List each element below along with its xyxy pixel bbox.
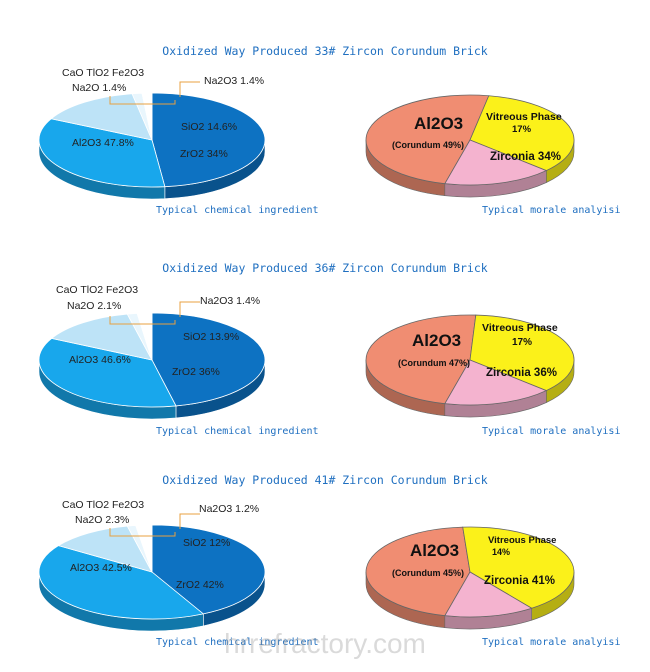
chart-section-1: CaO TlO2 Fe2O3 Na2O 1.4% Na2O3 1.4% Al2O…: [38, 67, 575, 200]
label-vitreous-2: Vitreous Phase: [482, 322, 558, 334]
callout-line-cao: [109, 528, 176, 537]
label-vitreous-pct-1: 17%: [512, 124, 532, 135]
chart-section-2: CaO TlO2 Fe2O3 Na2O 2.1% Na2O3 1.4% Al2O…: [38, 284, 575, 420]
chem-slice-cao-tlo2-fe2o3-na2o: [141, 92, 153, 141]
label-al2o3-2: Al2O3 46.6%: [69, 354, 131, 366]
label-vitreous-3: Vitreous Phase: [488, 535, 556, 546]
min-slice-vitreous-phase: [444, 571, 533, 618]
mineral-pie-3: [365, 526, 575, 630]
callout-na2o3-1: Na2O3 1.4%: [204, 75, 264, 87]
label-vitreous-1: Vitreous Phase: [486, 111, 562, 123]
watermark: hrrefractory.com: [224, 628, 426, 659]
min-slice-zirconia: [469, 314, 575, 392]
callout-line-cao: [109, 96, 176, 105]
callout-line-na2o3: [179, 81, 200, 97]
chem-slice-cao-tlo2-fe2o3-na2o: [136, 312, 153, 361]
label-vitreous-pct-2: 17%: [512, 337, 532, 348]
label-al2o3-3: Al2O3 42.5%: [70, 562, 132, 574]
caption-chemical-2: Typical chemical ingredient: [156, 426, 319, 437]
chart-title-3: Oxidized Way Produced 41# Zircon Corundu…: [162, 473, 488, 487]
caption-morale-1: Typical morale analyisi: [482, 205, 621, 216]
chem-slice-al2o3: [151, 312, 266, 407]
chem-slice-al2o3: [151, 524, 266, 615]
label-corundum-1: (Corundum 49%): [392, 140, 464, 150]
caption-chemical-1: Typical chemical ingredient: [156, 205, 319, 216]
chem-slice-zro2: [38, 118, 166, 188]
callout-cao-1: CaO TlO2 Fe2O3: [62, 67, 144, 79]
label-zirconia-2: Zirconia 36%: [486, 367, 557, 379]
caption-morale-3: Typical morale analyisi: [482, 637, 621, 648]
label-sio2-2: SiO2 13.9%: [183, 331, 239, 343]
chem-slice-cao-tlo2-fe2o3-na2o: [135, 524, 153, 573]
chart-title-1: Oxidized Way Produced 33# Zircon Corundu…: [162, 44, 488, 58]
min-slice-vitreous-phase: [444, 139, 548, 186]
min-slice-corundum: [365, 94, 490, 185]
label-corundum-3: (Corundum 45%): [392, 568, 464, 578]
label-al2o3-1: Al2O3 47.8%: [72, 137, 134, 149]
min-slice-corundum: [365, 526, 471, 617]
callout-na2o-3: Na2O 2.3%: [75, 514, 129, 526]
caption-chemical-3: Typical chemical ingredient: [156, 637, 319, 648]
chemical-pie-2: [38, 312, 266, 420]
label-zro2-1: ZrO2 34%: [180, 148, 228, 160]
caption-morale-2: Typical morale analyisi: [482, 426, 621, 437]
label-al2o3-mineral-1: Al2O3: [414, 114, 463, 133]
chem-slice-zro2: [38, 337, 177, 408]
chemical-pie-3: [38, 524, 266, 632]
mineral-pie-1: [365, 94, 575, 198]
callout-line-na2o3: [179, 513, 200, 529]
callout-na2o-1: Na2O 1.4%: [72, 82, 126, 94]
callout-na2o3-2: Na2O3 1.4%: [200, 295, 260, 307]
min-slice-zirconia: [462, 526, 575, 609]
callout-na2o-2: Na2O 2.1%: [67, 300, 121, 312]
label-zirconia-3: Zirconia 41%: [484, 575, 555, 587]
label-zro2-3: ZrO2 42%: [176, 579, 224, 591]
label-vitreous-pct-3: 14%: [492, 547, 510, 557]
chem-slice-sio2: [50, 313, 153, 361]
label-sio2-1: SiO2 14.6%: [181, 121, 237, 133]
chem-slice-zro2: [38, 545, 205, 620]
chem-slice-sio2: [57, 525, 153, 573]
min-slice-corundum: [365, 314, 477, 405]
callout-line-cao: [109, 316, 176, 325]
chem-slice-al2o3: [151, 92, 266, 188]
min-slice-vitreous-phase: [444, 359, 548, 406]
label-zro2-2: ZrO2 36%: [172, 366, 220, 378]
callout-line-na2o3: [179, 301, 200, 317]
chem-slice-sio2: [50, 93, 153, 141]
callout-na2o3-3: Na2O3 1.2%: [199, 503, 259, 515]
label-al2o3-mineral-3: Al2O3: [410, 541, 459, 560]
chart-section-3: CaO TlO2 Fe2O3 Na2O 2.3% Na2O3 1.2% Al2O…: [38, 499, 575, 632]
label-sio2-3: SiO2 12%: [183, 537, 230, 549]
label-zirconia-1: Zirconia 34%: [490, 151, 561, 163]
min-slice-zirconia: [469, 95, 575, 172]
mineral-pie-2: [365, 314, 575, 418]
callout-cao-2: CaO TlO2 Fe2O3: [56, 284, 138, 296]
chart-title-2: Oxidized Way Produced 36# Zircon Corundu…: [162, 261, 488, 275]
chemical-pie-1: [38, 92, 266, 200]
label-al2o3-mineral-2: Al2O3: [412, 331, 461, 350]
label-corundum-2: (Corundum 47%): [398, 358, 470, 368]
callout-cao-3: CaO TlO2 Fe2O3: [62, 499, 144, 511]
